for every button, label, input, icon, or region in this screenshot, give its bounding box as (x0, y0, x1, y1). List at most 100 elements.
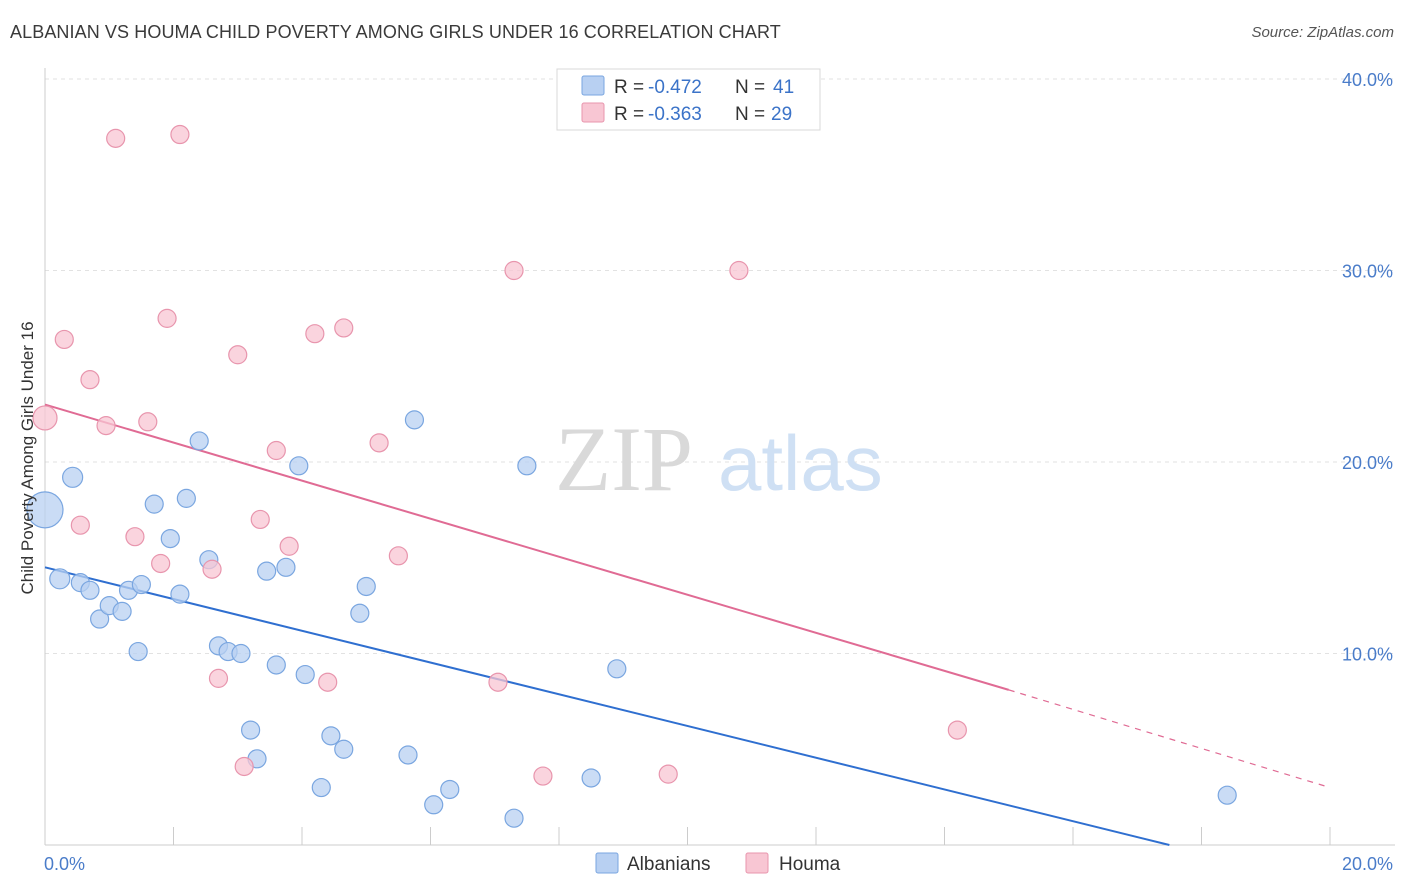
albanian-point (424, 795, 444, 815)
albanian-point (321, 726, 341, 746)
houma-point (125, 527, 145, 547)
trend-line-albanians (44, 566, 1170, 846)
trend-line-houma (44, 403, 1010, 691)
axes (44, 68, 1395, 846)
albanian-point (189, 431, 209, 451)
albanian-point (350, 603, 370, 623)
houma-point (266, 440, 286, 461)
houma-point (388, 546, 408, 566)
houma-point (151, 553, 171, 574)
houma-point (334, 318, 354, 338)
houma-point (32, 405, 58, 431)
houma-point (250, 509, 270, 530)
albanian-point (131, 574, 151, 595)
legend-houma-n-value: 29 (771, 104, 792, 125)
albanian-point (241, 720, 261, 740)
houma-point (234, 756, 254, 777)
albanian-point (289, 456, 309, 476)
houma-point (947, 720, 967, 740)
houma-point (318, 672, 338, 692)
houma-point (228, 345, 248, 365)
houma-point (305, 324, 325, 344)
houma-point (369, 433, 389, 453)
data-points (26, 124, 1237, 828)
albanian-point (607, 659, 627, 679)
houma-point (96, 416, 116, 436)
legend-houma-n-label: N = (735, 104, 765, 125)
y-tick-label: 40.0% (1342, 70, 1393, 90)
legend-houma-r-value: -0.363 (648, 104, 702, 125)
trend-lines (44, 403, 1331, 846)
legend-houma-swatch (581, 102, 605, 123)
legend-albanian-swatch (581, 75, 605, 96)
chart-source: Source: ZipAtlas.com (1251, 24, 1394, 41)
albanian-point (334, 739, 354, 759)
x-tick-label: 0.0% (44, 854, 85, 874)
y-tick-label: 30.0% (1342, 262, 1393, 282)
houma-point (658, 764, 678, 784)
legend-albanian-n-value: 41 (773, 77, 794, 98)
bottom-legend-albanian-swatch (595, 852, 619, 874)
albanian-point (504, 808, 524, 828)
chart-title: ALBANIAN VS HOUMA CHILD POVERTY AMONG GI… (10, 22, 781, 42)
trend-line-extension-houma (1008, 689, 1331, 789)
albanian-point (276, 557, 296, 577)
bottom-legend-houma-swatch (745, 852, 769, 874)
houma-point (208, 668, 229, 688)
albanian-point (404, 410, 425, 430)
albanian-point (112, 601, 132, 621)
albanian-point (144, 494, 164, 514)
bottom-legend-houma-label: Houma (779, 854, 841, 875)
albanian-point (295, 664, 315, 685)
albanian-point (517, 456, 537, 476)
houma-point (70, 515, 90, 535)
houma-point (54, 329, 74, 350)
legend-albanian-n-label: N = (735, 77, 765, 98)
albanian-point (311, 777, 331, 798)
albanian-point (356, 576, 376, 597)
y-tick-label: 10.0% (1342, 645, 1393, 665)
watermark-zip: ZIP (555, 408, 693, 510)
albanian-point (128, 641, 148, 662)
albanian-point (170, 584, 190, 604)
bottom-legend-albanian-label: Albanians (627, 854, 710, 875)
legend-houma-r-label: R = (614, 104, 644, 125)
albanian-point (90, 609, 110, 629)
houma-point (533, 766, 553, 786)
albanian-point (398, 745, 418, 765)
albanian-point (266, 655, 286, 675)
albanian-point (176, 488, 196, 508)
legend-box: R = -0.472 N = 41 R = -0.363 N = 29 (556, 68, 821, 131)
grid-lines (45, 78, 1395, 654)
albanian-point (62, 466, 84, 488)
legend-albanian-r-label: R = (614, 77, 644, 98)
houma-point (488, 672, 508, 692)
houma-point (729, 260, 749, 281)
y-tick-label: 20.0% (1342, 453, 1393, 473)
x-tick-label: 20.0% (1342, 854, 1393, 874)
houma-point (80, 370, 100, 390)
albanian-point (440, 779, 460, 800)
albanian-point (257, 561, 277, 581)
albanian-point (160, 528, 180, 549)
bottom-legend: Albanians Houma (595, 852, 841, 875)
albanian-point (581, 768, 601, 788)
albanian-point (1217, 785, 1237, 805)
tick-labels: 10.0% 20.0% 30.0% 40.0% 0.0% 20.0% (44, 70, 1393, 874)
houma-point (202, 559, 222, 579)
watermark: ZIP atlas (555, 408, 883, 510)
legend-albanian-r-value: -0.472 (648, 77, 702, 98)
watermark-atlas: atlas (718, 419, 883, 507)
houma-point (106, 128, 126, 148)
albanian-point (80, 580, 100, 600)
houma-point (138, 412, 158, 432)
albanian-point (49, 568, 71, 590)
y-axis-label: Child Poverty Among Girls Under 16 (18, 321, 37, 594)
houma-point (504, 260, 524, 281)
houma-point (279, 536, 299, 556)
houma-point (157, 308, 177, 328)
houma-point (170, 124, 190, 145)
albanian-point (26, 491, 64, 529)
albanian-point (231, 643, 251, 664)
